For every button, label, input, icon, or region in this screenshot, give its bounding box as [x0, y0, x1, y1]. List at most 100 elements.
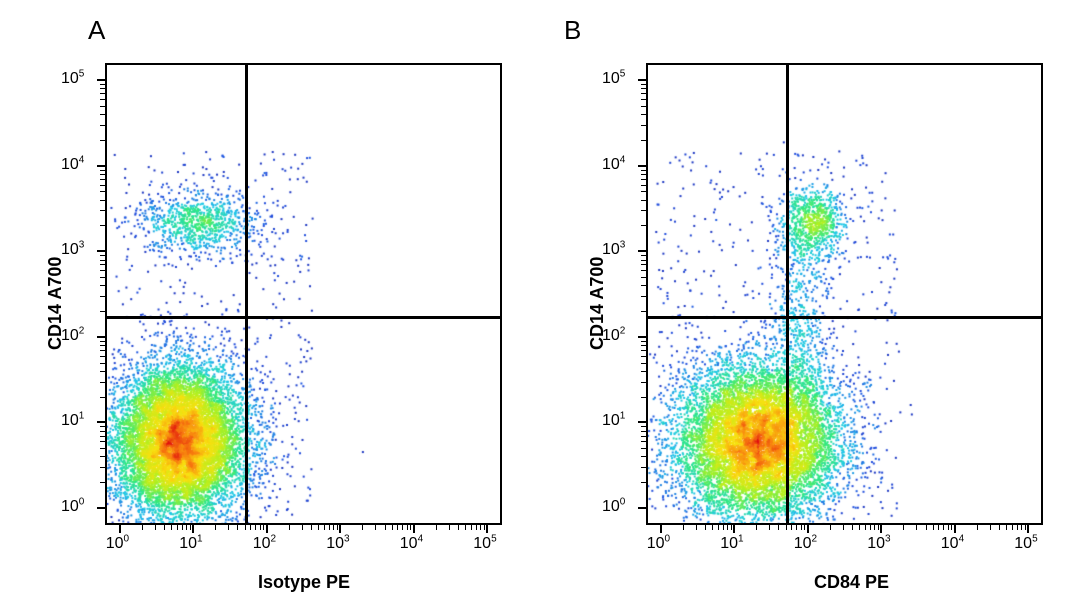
x-minor-tick: [843, 525, 844, 530]
y-minor-tick: [100, 225, 105, 226]
x-minor-tick: [804, 525, 805, 530]
y-minor-tick: [100, 88, 105, 89]
x-minor-tick: [260, 525, 261, 530]
x-minor-tick: [948, 525, 949, 530]
x-minor-tick: [484, 525, 485, 530]
x-minor-tick: [727, 525, 728, 530]
y-minor-tick: [100, 125, 105, 126]
x-tick-mark: [413, 525, 415, 533]
y-minor-tick: [100, 260, 105, 261]
x-tick-mark: [339, 525, 341, 533]
y-tick-label: 104: [602, 156, 625, 174]
x-minor-tick: [786, 525, 787, 530]
x-minor-tick: [731, 525, 732, 530]
y-minor-tick: [100, 210, 105, 211]
panel-a-xlabel: Isotype PE: [258, 572, 350, 593]
x-tick-label: 101: [720, 535, 743, 553]
y-minor-tick: [641, 397, 646, 398]
y-minor-tick: [100, 185, 105, 186]
y-minor-tick: [100, 191, 105, 192]
y-tick-mark: [638, 336, 646, 338]
y-minor-tick: [641, 140, 646, 141]
x-tick-label: 103: [867, 535, 890, 553]
y-minor-tick: [100, 114, 105, 115]
y-minor-tick: [100, 84, 105, 85]
y-minor-tick: [100, 341, 105, 342]
x-minor-tick: [245, 525, 246, 530]
x-minor-tick: [791, 525, 792, 530]
x-minor-tick: [705, 525, 706, 530]
x-minor-tick: [324, 525, 325, 530]
x-minor-tick: [449, 525, 450, 530]
panel-b-xlabel: CD84 PE: [814, 572, 889, 593]
y-minor-tick: [641, 345, 646, 346]
y-minor-tick: [641, 441, 646, 442]
x-tick-mark: [486, 525, 488, 533]
y-minor-tick: [641, 350, 646, 351]
x-tick-mark: [954, 525, 956, 533]
x-minor-tick: [480, 525, 481, 530]
x-minor-tick: [830, 525, 831, 530]
x-tick-mark: [1027, 525, 1029, 533]
y-minor-tick: [641, 356, 646, 357]
y-tick-mark: [97, 507, 105, 509]
x-minor-tick: [164, 525, 165, 530]
x-minor-tick: [436, 525, 437, 530]
x-minor-tick: [778, 525, 779, 530]
y-tick-label: 104: [61, 156, 84, 174]
x-minor-tick: [723, 525, 724, 530]
panel-b-quadrant-hline: [648, 316, 1043, 319]
y-minor-tick: [100, 277, 105, 278]
x-tick-label: 101: [179, 535, 202, 553]
y-minor-tick: [641, 382, 646, 383]
x-tick-mark: [192, 525, 194, 533]
x-minor-tick: [865, 525, 866, 530]
panel-b-quadrant-vline: [786, 65, 789, 525]
x-minor-tick: [1025, 525, 1026, 530]
x-minor-tick: [171, 525, 172, 530]
x-minor-tick: [977, 525, 978, 530]
y-minor-tick: [100, 426, 105, 427]
x-tick-mark: [733, 525, 735, 533]
y-minor-tick: [100, 311, 105, 312]
y-tick-mark: [97, 336, 105, 338]
y-minor-tick: [641, 277, 646, 278]
x-minor-tick: [859, 525, 860, 530]
y-minor-tick: [641, 200, 646, 201]
y-tick-label: 101: [61, 412, 84, 430]
x-tick-mark: [880, 525, 882, 533]
y-tick-label: 100: [61, 498, 84, 516]
x-minor-tick: [903, 525, 904, 530]
y-tick-label: 105: [602, 70, 625, 88]
panel-a-scatter-canvas: [107, 65, 502, 525]
x-tick-label: 105: [473, 535, 496, 553]
y-minor-tick: [100, 200, 105, 201]
x-tick-mark: [660, 525, 662, 533]
y-minor-tick: [100, 482, 105, 483]
x-minor-tick: [951, 525, 952, 530]
y-minor-tick: [641, 341, 646, 342]
x-minor-tick: [255, 525, 256, 530]
y-minor-tick: [100, 397, 105, 398]
y-minor-tick: [100, 345, 105, 346]
x-minor-tick: [237, 525, 238, 530]
y-minor-tick: [641, 185, 646, 186]
x-minor-tick: [870, 525, 871, 530]
y-tick-mark: [638, 165, 646, 167]
x-minor-tick: [852, 525, 853, 530]
x-minor-tick: [1006, 525, 1007, 530]
y-minor-tick: [100, 106, 105, 107]
y-minor-tick: [641, 456, 646, 457]
y-minor-tick: [641, 84, 646, 85]
x-minor-tick: [397, 525, 398, 530]
y-minor-tick: [100, 431, 105, 432]
x-tick-label: 103: [326, 535, 349, 553]
y-minor-tick: [641, 285, 646, 286]
x-tick-mark: [807, 525, 809, 533]
x-minor-tick: [756, 525, 757, 530]
x-minor-tick: [999, 525, 1000, 530]
x-minor-tick: [933, 525, 934, 530]
y-minor-tick: [100, 93, 105, 94]
y-minor-tick: [641, 170, 646, 171]
x-minor-tick: [943, 525, 944, 530]
